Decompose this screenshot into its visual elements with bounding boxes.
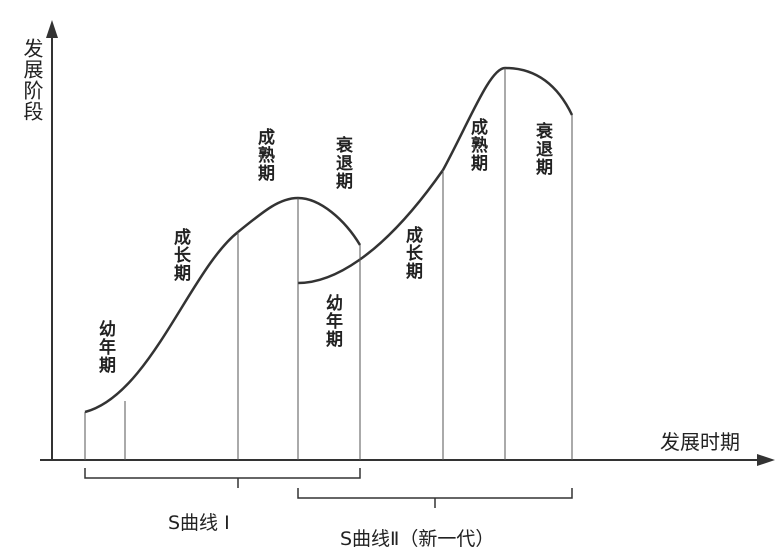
y-axis-label: 发展阶段 bbox=[20, 38, 44, 122]
stage-label: 成熟期 bbox=[254, 128, 274, 182]
stage-label: 衰退期 bbox=[532, 122, 552, 176]
x-axis-label: 发展时期 bbox=[660, 430, 740, 454]
bracket-2 bbox=[297, 488, 573, 508]
stage-label: 成长期 bbox=[170, 228, 190, 282]
s-curve-2 bbox=[297, 66, 574, 285]
stage-label: 衰退期 bbox=[332, 136, 352, 190]
curve-label: S曲线 I bbox=[168, 512, 230, 534]
stage-label: 幼年期 bbox=[95, 320, 115, 374]
curve-label: S曲线Ⅱ（新一代） bbox=[340, 528, 495, 550]
y-arrow bbox=[46, 20, 58, 38]
stage-label: 成熟期 bbox=[467, 118, 487, 172]
stage-label: 成长期 bbox=[402, 226, 422, 280]
s-curve-1 bbox=[84, 196, 362, 414]
x-arrow bbox=[757, 454, 775, 466]
stage-dividers bbox=[84, 68, 573, 460]
stage-label: 幼年期 bbox=[322, 294, 342, 348]
bracket-1 bbox=[84, 468, 361, 488]
